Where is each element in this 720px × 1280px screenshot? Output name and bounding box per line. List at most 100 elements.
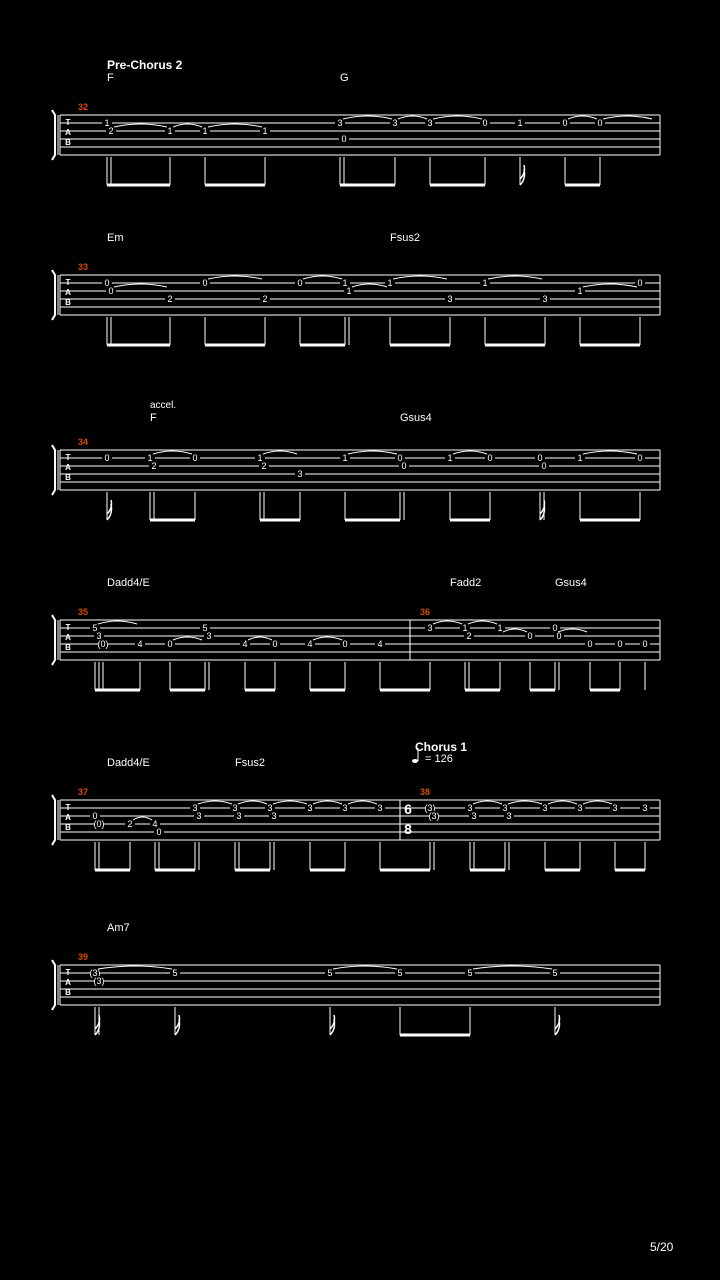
svg-text:5: 5 bbox=[552, 968, 557, 978]
svg-text:A: A bbox=[65, 813, 71, 822]
svg-text:1: 1 bbox=[167, 126, 172, 136]
svg-text:T: T bbox=[66, 453, 71, 462]
measure-number: 34 bbox=[78, 437, 88, 447]
svg-text:3: 3 bbox=[427, 623, 432, 633]
svg-text:B: B bbox=[65, 138, 71, 147]
svg-text:T: T bbox=[66, 623, 71, 632]
svg-text:3: 3 bbox=[506, 811, 511, 821]
svg-text:3: 3 bbox=[196, 811, 201, 821]
svg-text:0: 0 bbox=[527, 631, 532, 641]
svg-text:3: 3 bbox=[297, 469, 302, 479]
svg-text:2: 2 bbox=[167, 294, 172, 304]
svg-text:4: 4 bbox=[137, 639, 142, 649]
tempo-label: = 126 bbox=[425, 753, 453, 765]
svg-text:0: 0 bbox=[192, 453, 197, 463]
svg-text:4: 4 bbox=[377, 639, 382, 649]
svg-text:0: 0 bbox=[401, 461, 406, 471]
measure-number: 39 bbox=[78, 952, 88, 962]
chord-label: Fadd2 bbox=[450, 577, 481, 589]
svg-text:T: T bbox=[66, 278, 71, 287]
svg-text:B: B bbox=[65, 473, 71, 482]
chord-label: G bbox=[340, 72, 349, 84]
svg-text:0: 0 bbox=[156, 827, 161, 837]
chord-label: Dadd4/E bbox=[107, 577, 150, 589]
svg-text:A: A bbox=[65, 288, 71, 297]
svg-text:1: 1 bbox=[342, 453, 347, 463]
svg-text:0: 0 bbox=[104, 453, 109, 463]
svg-text:1: 1 bbox=[482, 278, 487, 288]
chord-label: Gsus4 bbox=[400, 412, 432, 424]
svg-text:3: 3 bbox=[612, 803, 617, 813]
svg-text:5: 5 bbox=[327, 968, 332, 978]
svg-text:3: 3 bbox=[447, 294, 452, 304]
svg-text:A: A bbox=[65, 633, 71, 642]
svg-text:3: 3 bbox=[337, 118, 342, 128]
measure-number: 36 bbox=[420, 607, 430, 617]
svg-text:0: 0 bbox=[642, 639, 647, 649]
svg-text:3: 3 bbox=[342, 803, 347, 813]
chord-label: Fsus2 bbox=[390, 232, 420, 244]
svg-text:T: T bbox=[66, 118, 71, 127]
measure-number: 33 bbox=[78, 262, 88, 272]
svg-text:2: 2 bbox=[127, 819, 132, 829]
svg-text:0: 0 bbox=[482, 118, 487, 128]
svg-text:3: 3 bbox=[206, 631, 211, 641]
svg-text:B: B bbox=[65, 298, 71, 307]
chord-label: F bbox=[150, 412, 157, 424]
svg-text:0: 0 bbox=[541, 461, 546, 471]
chord-label: F bbox=[107, 72, 114, 84]
svg-text:0: 0 bbox=[556, 631, 561, 641]
chord-label: Dadd4/E bbox=[107, 757, 150, 769]
svg-text:5: 5 bbox=[467, 968, 472, 978]
svg-text:B: B bbox=[65, 988, 71, 997]
svg-text:1: 1 bbox=[346, 286, 351, 296]
svg-text:2: 2 bbox=[108, 126, 113, 136]
svg-text:A: A bbox=[65, 978, 71, 987]
svg-text:T: T bbox=[66, 968, 71, 977]
svg-text:0: 0 bbox=[108, 286, 113, 296]
svg-text:3: 3 bbox=[427, 118, 432, 128]
svg-text:1: 1 bbox=[202, 126, 207, 136]
svg-text:2: 2 bbox=[261, 461, 266, 471]
svg-text:0: 0 bbox=[587, 639, 592, 649]
svg-text:A: A bbox=[65, 463, 71, 472]
svg-text:B: B bbox=[65, 823, 71, 832]
svg-text:3: 3 bbox=[642, 803, 647, 813]
svg-text:0: 0 bbox=[562, 118, 567, 128]
svg-text:3: 3 bbox=[392, 118, 397, 128]
svg-text:0: 0 bbox=[637, 453, 642, 463]
svg-text:3: 3 bbox=[271, 811, 276, 821]
svg-text:0: 0 bbox=[297, 278, 302, 288]
svg-text:5: 5 bbox=[172, 968, 177, 978]
svg-text:6: 6 bbox=[404, 801, 412, 817]
chord-label: Am7 bbox=[107, 922, 130, 934]
svg-text:3: 3 bbox=[542, 294, 547, 304]
svg-text:3: 3 bbox=[377, 803, 382, 813]
svg-text:0: 0 bbox=[202, 278, 207, 288]
chord-label: Em bbox=[107, 232, 124, 244]
chord-label: Fsus2 bbox=[235, 757, 265, 769]
svg-text:(3): (3) bbox=[94, 976, 105, 986]
svg-text:A: A bbox=[65, 128, 71, 137]
svg-text:1: 1 bbox=[577, 286, 582, 296]
svg-text:0: 0 bbox=[272, 639, 277, 649]
measure-number: 35 bbox=[78, 607, 88, 617]
svg-text:2: 2 bbox=[466, 631, 471, 641]
svg-text:4: 4 bbox=[307, 639, 312, 649]
svg-text:1: 1 bbox=[497, 623, 502, 633]
chord-label: Gsus4 bbox=[555, 577, 587, 589]
annotation: accel. bbox=[150, 400, 176, 411]
section-label: Chorus 1 bbox=[415, 740, 467, 754]
svg-text:B: B bbox=[65, 643, 71, 652]
svg-text:(3): (3) bbox=[429, 811, 440, 821]
svg-text:3: 3 bbox=[577, 803, 582, 813]
svg-text:8: 8 bbox=[404, 821, 412, 837]
svg-text:2: 2 bbox=[262, 294, 267, 304]
svg-text:1: 1 bbox=[577, 453, 582, 463]
page-number: 5/20 bbox=[650, 1240, 673, 1254]
svg-text:3: 3 bbox=[471, 811, 476, 821]
measure-number: 37 bbox=[78, 787, 88, 797]
tablature-canvas: TAB1211130330100TAB00202011131310TAB0120… bbox=[0, 0, 720, 1280]
svg-text:T: T bbox=[66, 803, 71, 812]
svg-text:0: 0 bbox=[637, 278, 642, 288]
